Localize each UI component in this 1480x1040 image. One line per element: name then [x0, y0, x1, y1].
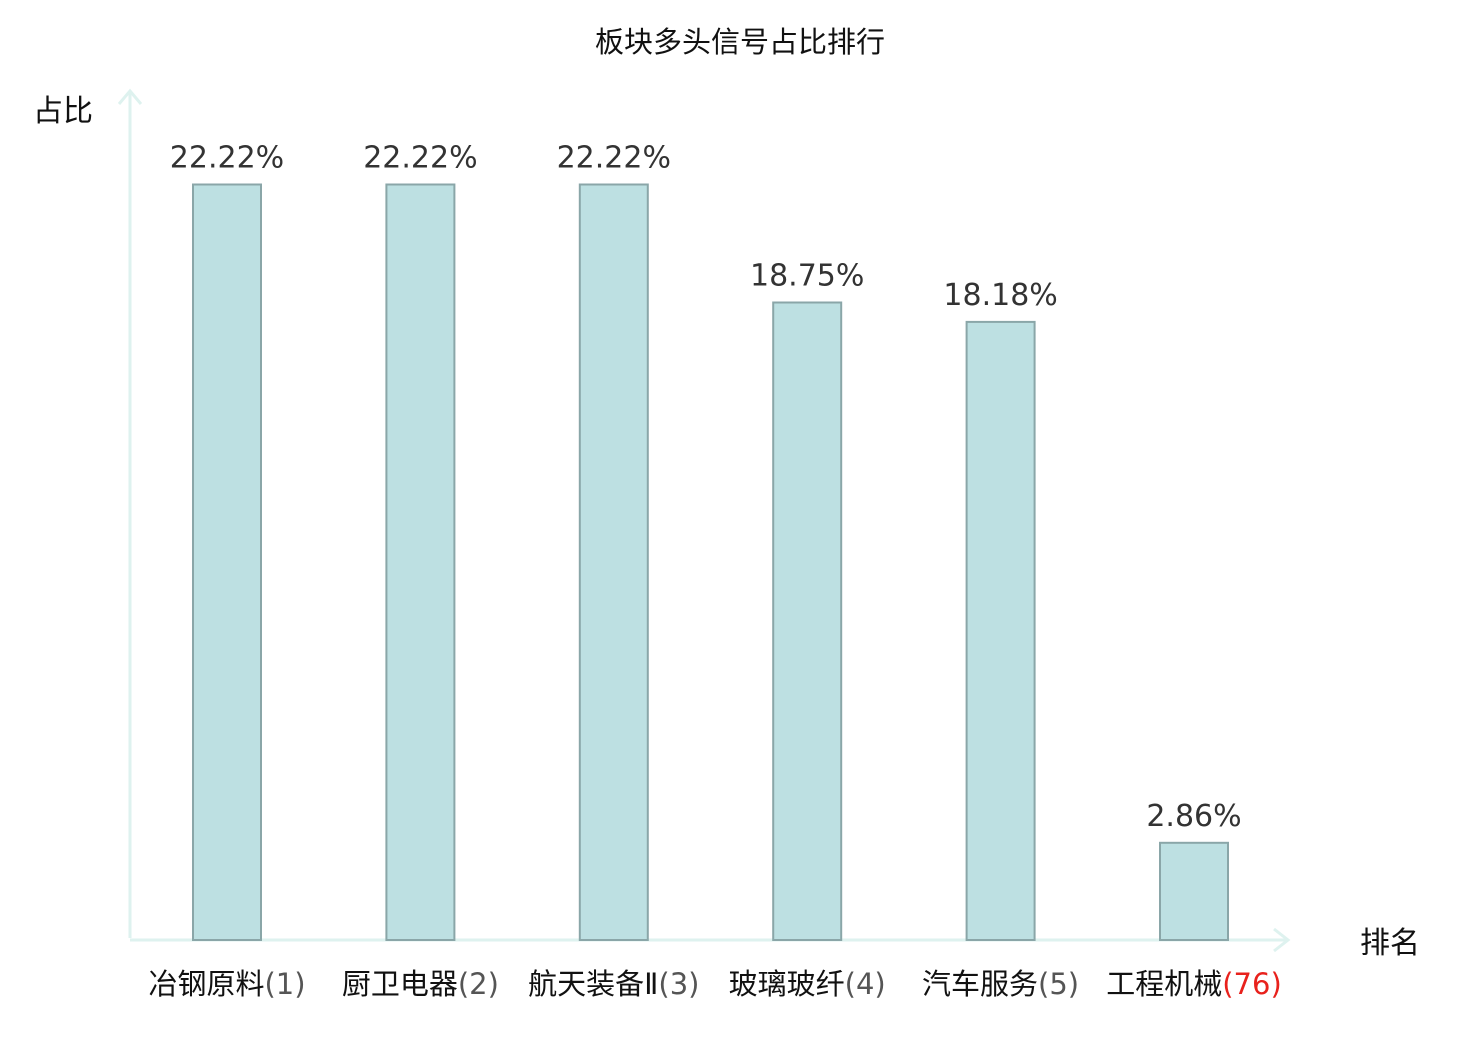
- value-label-3: 22.22%: [557, 141, 671, 176]
- bar-6: [1159, 841, 1229, 941]
- value-label-6: 2.86%: [1146, 799, 1241, 834]
- y-axis-title: 占比: [33, 94, 93, 129]
- category-label-6: 工程机械(76): [1106, 967, 1282, 1001]
- bars: [192, 183, 1229, 941]
- value-label-4: 18.75%: [750, 259, 864, 294]
- category-label-2: 厨卫电器(2): [342, 967, 499, 1001]
- category-labels: 冶钢原料(1) 厨卫电器(2) 航天装备Ⅱ(3) 玻璃玻纤(4) 汽车服务(5) 工程机械…: [148, 967, 1281, 1001]
- value-label-5: 18.18%: [943, 278, 1057, 313]
- x-axis: [130, 927, 1291, 953]
- value-labels: 22.22% 22.22% 22.22% 18.75% 18.18% 2.86%: [170, 141, 1242, 834]
- x-axis-arrow: [1273, 927, 1291, 953]
- category-label-3: 航天装备Ⅱ(3): [528, 967, 699, 1001]
- value-label-1: 22.22%: [170, 141, 284, 176]
- category-label-4: 玻璃玻纤(4): [729, 967, 886, 1001]
- x-axis-title: 排名: [1360, 926, 1420, 961]
- bar-3: [578, 183, 649, 941]
- y-axis-arrow: [117, 88, 143, 105]
- bar-2: [385, 183, 456, 941]
- bar-5: [965, 320, 1036, 941]
- bar-4: [772, 301, 843, 941]
- category-label-5: 汽车服务(5): [922, 967, 1079, 1001]
- chart-title: 板块多头信号占比排行: [595, 25, 885, 59]
- value-label-2: 22.22%: [363, 141, 477, 176]
- y-axis: [117, 88, 143, 938]
- category-label-1: 冶钢原料(1): [148, 967, 305, 1001]
- bar-1: [192, 183, 262, 941]
